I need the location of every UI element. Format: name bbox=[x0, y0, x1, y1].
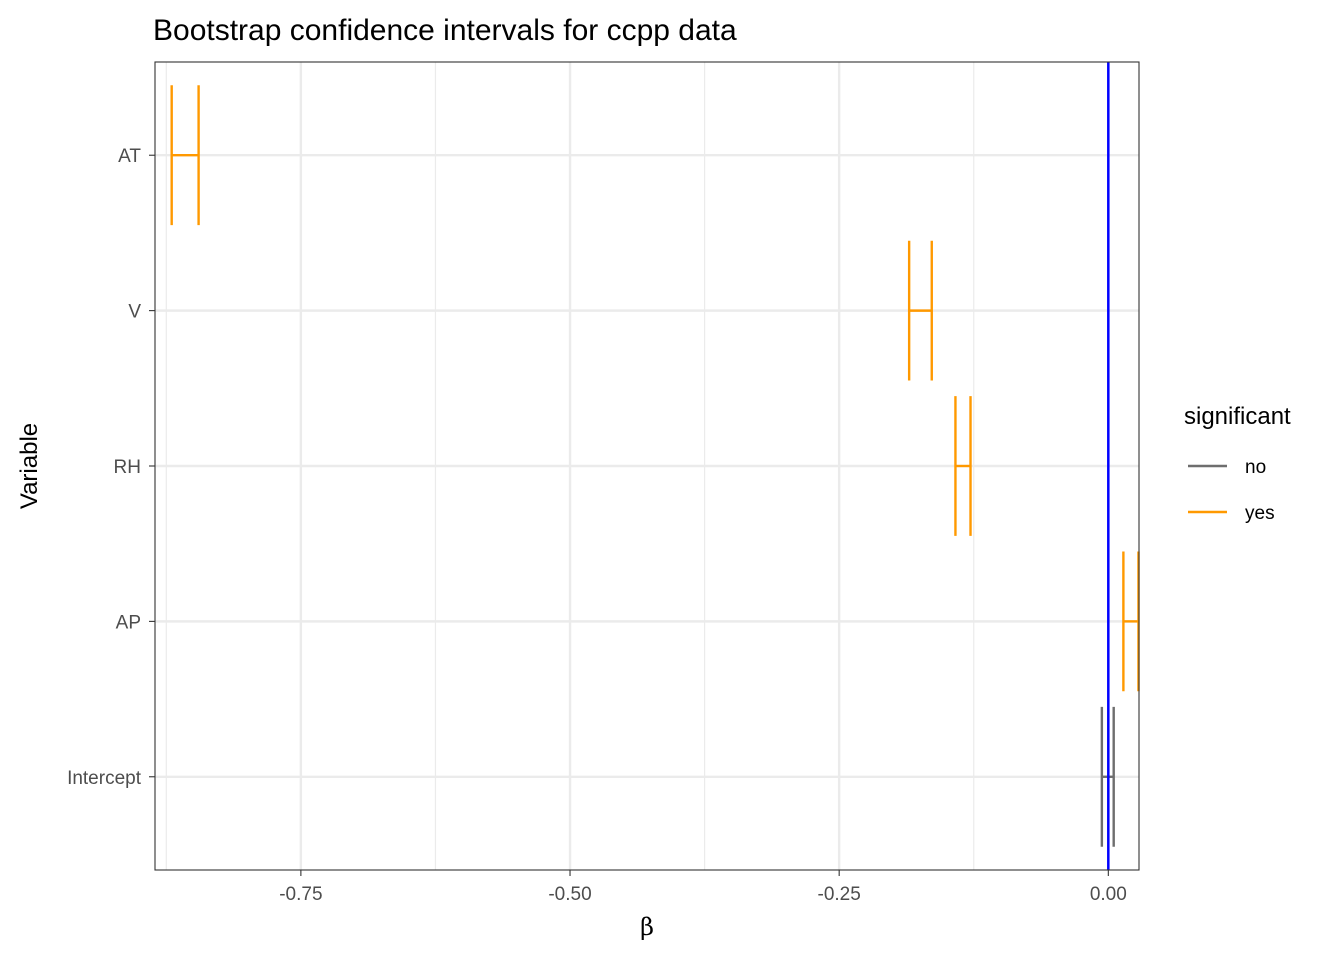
x-axis: -0.75 -0.50 -0.25 0.00 bbox=[279, 870, 1127, 905]
x-tick-label: -0.25 bbox=[818, 884, 861, 905]
y-tick-label: AP bbox=[116, 612, 141, 633]
legend-label: no bbox=[1245, 457, 1266, 478]
y-tick-label: Intercept bbox=[67, 768, 142, 789]
interval-at bbox=[170, 85, 200, 226]
legend-title: significant bbox=[1184, 403, 1291, 430]
y-tick-label: V bbox=[128, 302, 141, 323]
interval-marks bbox=[170, 85, 1140, 847]
legend-entries: no yes bbox=[1188, 457, 1275, 524]
interval-v bbox=[907, 240, 933, 381]
y-axis: AT V RH AP Intercept bbox=[67, 146, 155, 789]
y-tick-label: AT bbox=[118, 146, 141, 167]
x-tick-label: -0.75 bbox=[279, 884, 322, 905]
y-axis-title: Variable bbox=[16, 423, 43, 509]
legend-label: yes bbox=[1245, 503, 1275, 524]
legend: significant no yes bbox=[1184, 403, 1291, 524]
interval-rh bbox=[954, 396, 972, 536]
x-axis-title: β bbox=[640, 913, 654, 941]
x-tick-label: 0.00 bbox=[1090, 884, 1127, 905]
x-tick-label: -0.50 bbox=[548, 884, 591, 905]
y-tick-label: RH bbox=[114, 457, 141, 478]
legend-item-no: no bbox=[1188, 457, 1266, 478]
chart-title: Bootstrap confidence intervals for ccpp … bbox=[153, 14, 737, 47]
legend-item-yes: yes bbox=[1188, 503, 1275, 524]
